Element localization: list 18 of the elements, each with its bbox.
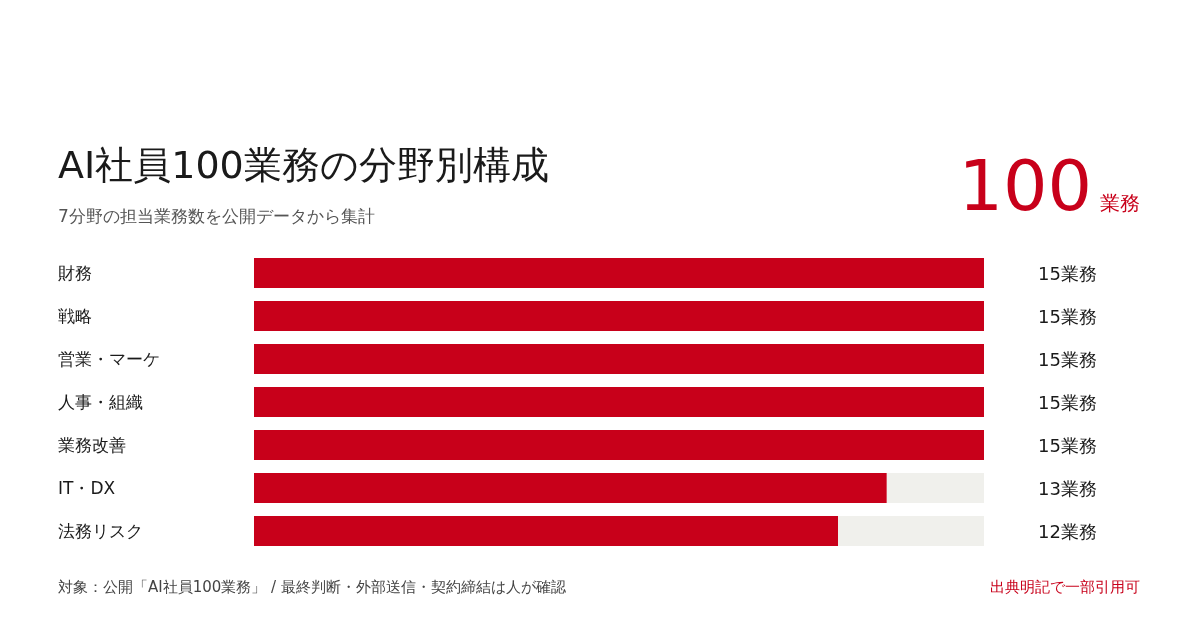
data-label: 13業務: [1038, 478, 1097, 499]
y-tick-label: 法務リスク: [58, 521, 143, 541]
data-label: 15業務: [1038, 349, 1097, 370]
chart-title: AI社員100業務の分野別構成: [58, 143, 549, 187]
data-label: 15業務: [1038, 306, 1097, 327]
data-label: 15業務: [1038, 392, 1097, 413]
chart-subtitle: 7分野の担当業務数を公開データから集計: [58, 206, 375, 226]
y-tick-label: 営業・マーケ: [58, 349, 160, 369]
text: 対象：公開「AI社員100業務」 / 最終判断・外部送信・契約締結は人が確認: [58, 578, 566, 596]
y-tick-label: 財務: [58, 263, 92, 283]
data-label: 15業務: [1038, 263, 1097, 284]
y-tick-label: 人事・組織: [58, 392, 143, 412]
data-label: 12業務: [1038, 521, 1097, 542]
data-label: 15業務: [1038, 435, 1097, 456]
y-tick-label: IT・DX: [58, 478, 116, 498]
text: 出典明記で一部引用可: [990, 578, 1140, 596]
y-tick-label: 業務改善: [58, 435, 126, 455]
y-tick-label: 戦略: [58, 306, 92, 326]
